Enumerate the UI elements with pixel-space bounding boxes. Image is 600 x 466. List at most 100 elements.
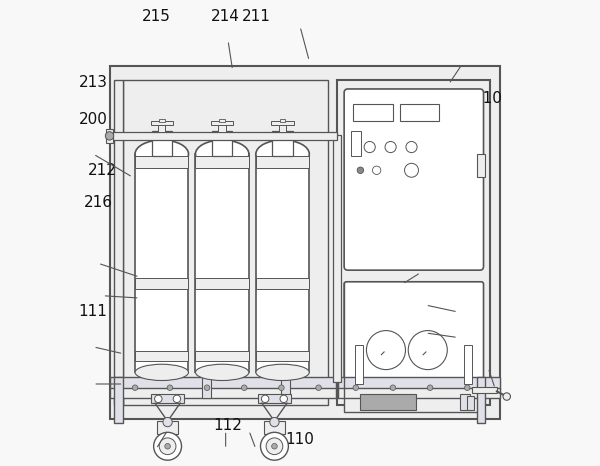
Circle shape [353,385,359,391]
Bar [337,80,490,405]
Circle shape [260,432,289,460]
Text: 100: 100 [448,395,477,410]
Circle shape [241,385,247,391]
Bar [271,121,294,125]
Text: 211: 211 [241,9,270,24]
Circle shape [427,385,433,391]
Text: 400: 400 [406,186,435,201]
Bar [361,394,416,411]
Circle shape [364,142,375,153]
Bar [476,377,485,424]
FancyArrowPatch shape [497,391,504,395]
Circle shape [163,418,172,427]
Bar [135,154,188,372]
Bar [114,80,124,405]
Bar [476,154,485,177]
Circle shape [270,418,279,427]
Bar [202,375,211,398]
Bar [353,104,393,122]
Circle shape [159,438,176,455]
Circle shape [404,163,418,177]
Bar [279,122,286,132]
Bar [159,119,164,123]
Circle shape [385,142,396,153]
Bar [158,122,166,132]
Bar [135,156,188,168]
Bar [258,394,291,403]
Circle shape [367,330,406,370]
Circle shape [272,444,277,449]
Circle shape [167,385,173,391]
Circle shape [165,444,170,449]
Text: 410: 410 [411,153,440,169]
Ellipse shape [196,364,249,381]
Text: 210: 210 [474,91,503,106]
Bar [110,132,337,140]
Bar [355,344,363,384]
Bar [151,121,173,125]
Circle shape [406,142,417,153]
Ellipse shape [135,364,188,381]
Bar [344,392,484,412]
Bar [256,278,309,289]
Bar [400,104,439,122]
Bar [264,421,284,434]
Circle shape [357,167,364,173]
Bar [196,156,249,168]
Text: 216: 216 [83,195,112,210]
Text: B: B [420,126,431,141]
Circle shape [464,385,470,391]
Bar [110,66,500,419]
Circle shape [278,385,284,391]
Bar [256,154,309,372]
Circle shape [390,385,396,391]
Bar [196,154,249,372]
Bar [464,344,472,384]
Circle shape [266,438,283,455]
Bar [460,394,470,411]
Ellipse shape [135,140,188,168]
Bar [220,119,225,123]
Bar [106,129,113,143]
Text: 214: 214 [211,9,240,24]
Bar [256,351,309,361]
Circle shape [173,395,181,403]
Bar [351,131,361,156]
Bar [135,351,188,361]
Text: 112: 112 [214,418,242,433]
Circle shape [316,385,322,391]
Circle shape [154,432,182,460]
Bar [152,131,172,156]
Bar [135,278,188,289]
FancyBboxPatch shape [344,89,484,270]
Bar [196,351,249,361]
Text: 111: 111 [79,304,107,320]
Text: 212: 212 [88,163,117,178]
Circle shape [408,330,447,370]
Bar [151,394,184,403]
Bar [196,278,249,289]
Text: 215: 215 [142,9,170,24]
Bar [218,122,226,132]
Bar [114,377,122,424]
Circle shape [280,395,287,403]
Bar [212,131,232,156]
Circle shape [373,166,381,174]
Circle shape [132,385,138,391]
Ellipse shape [256,140,309,168]
Bar [124,80,328,405]
FancyBboxPatch shape [344,282,484,393]
Ellipse shape [196,140,249,168]
Circle shape [155,395,162,403]
Bar [281,375,290,398]
Text: 110: 110 [286,432,314,447]
Bar [272,131,293,156]
Bar [467,396,474,410]
Circle shape [204,385,210,391]
Bar [472,387,497,393]
Circle shape [262,395,269,403]
Bar [211,121,233,125]
Ellipse shape [256,364,309,381]
Bar [157,421,178,434]
Text: 200: 200 [79,112,107,127]
